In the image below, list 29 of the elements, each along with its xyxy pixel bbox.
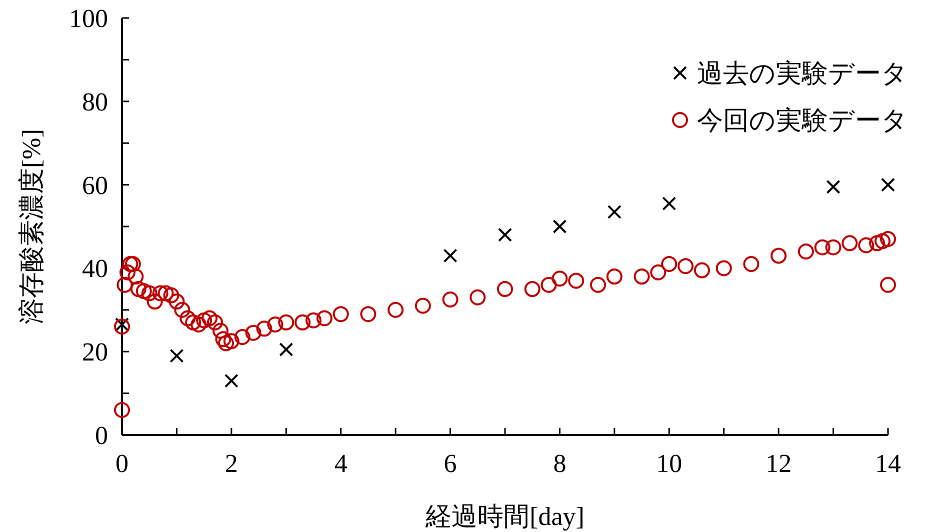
x-tick-label: 0 bbox=[116, 449, 128, 478]
x-tick-label: 4 bbox=[334, 449, 348, 478]
y-axis-title: 溶存酸素濃度[%] bbox=[17, 129, 46, 324]
y-tick-label: 40 bbox=[82, 254, 108, 284]
x-tick-label: 2 bbox=[224, 449, 238, 478]
x-tick-label: 14 bbox=[875, 449, 901, 478]
point bbox=[552, 220, 567, 234]
x-tick-label: 12 bbox=[766, 449, 792, 478]
point bbox=[224, 374, 238, 388]
y-tick-label: 20 bbox=[82, 338, 108, 367]
y-tick-label: 100 bbox=[69, 4, 108, 33]
point bbox=[115, 317, 129, 332]
point bbox=[170, 348, 184, 363]
point bbox=[607, 204, 622, 219]
x-axis-title: 経過時間[day] bbox=[424, 502, 584, 531]
legend-label: 今回の実験データ bbox=[697, 106, 908, 135]
point bbox=[881, 178, 895, 192]
point bbox=[662, 196, 676, 211]
y-tick-label: 80 bbox=[82, 87, 108, 116]
x-tick-label: 10 bbox=[656, 449, 682, 478]
x-tick-label: 8 bbox=[553, 449, 566, 478]
point bbox=[443, 248, 458, 263]
x-tick-label: 6 bbox=[444, 449, 457, 478]
y-tick-label: 0 bbox=[95, 421, 108, 450]
legend-label: 過去の実験データ bbox=[697, 59, 908, 88]
point bbox=[279, 342, 294, 357]
point bbox=[826, 180, 840, 194]
y-tick-label: 60 bbox=[82, 170, 108, 200]
point bbox=[498, 228, 512, 242]
